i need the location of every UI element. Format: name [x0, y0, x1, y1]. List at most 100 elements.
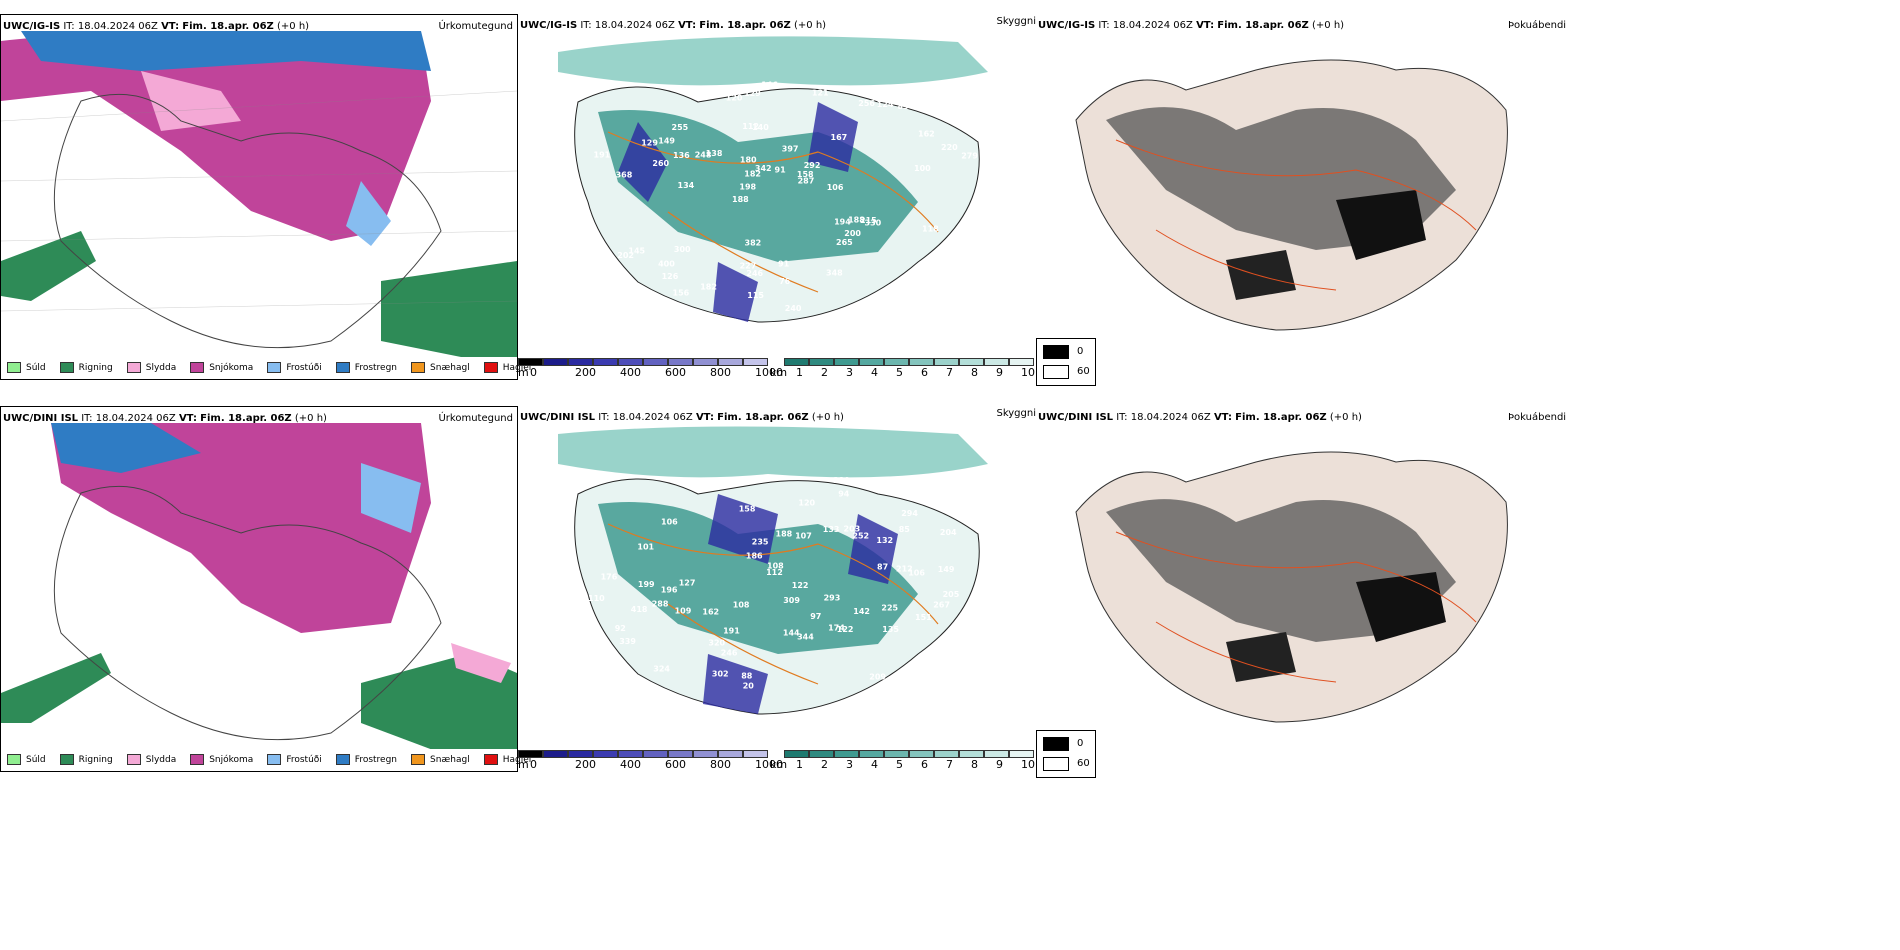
visibility-colorbar-cell [959, 358, 984, 366]
visibility-colorbar-cell [784, 750, 809, 758]
ceiling-colorbar-cell [668, 358, 693, 366]
ceiling-value-label: 209 [869, 673, 886, 682]
ceiling-value-label: 135 [882, 625, 899, 634]
ceiling-value-label: 418 [631, 605, 648, 614]
ceiling-value-label: 330 [865, 219, 882, 228]
ceiling-value-label: 118 [922, 224, 939, 233]
ceiling-tick: 400 [620, 366, 641, 379]
fog-panel-title: UWC/DINI ISL IT: 18.04.2024 06Z VT: Fim.… [1038, 412, 1362, 423]
ceiling-value-label: 344 [797, 632, 814, 641]
ceiling-colorbar-cell [743, 358, 768, 366]
legend-item-frostudi: Frostúði [267, 754, 322, 765]
ceiling-value-label: 382 [745, 238, 762, 247]
ceiling-value-label: 200 [844, 229, 861, 238]
ceiling-value-label: 248 [930, 266, 947, 275]
visibility-tick: 4 [871, 758, 878, 771]
ceiling-value-label: 294 [901, 509, 918, 518]
legend-item-hagle: Haglél [483, 362, 531, 373]
ceiling-tick: 0 [530, 366, 537, 379]
visibility-tick: 7 [946, 758, 953, 771]
ceiling-value-label: 191 [594, 150, 611, 159]
ceiling-tick: 200 [575, 366, 596, 379]
legend-item-frostregn: Frostregn [335, 754, 397, 765]
ceiling-colorbar [518, 358, 768, 366]
legend-item-slydda: Slydda [126, 362, 176, 373]
visibility-colorbar-cell [909, 750, 934, 758]
ceiling-value-label: 260 [652, 159, 669, 168]
precip-panel-title: UWC/DINI ISL IT: 18.04.2024 06Z VT: Fim.… [3, 413, 327, 424]
ceiling-colorbar-cell [618, 750, 643, 758]
ceiling-value-label: 158 [797, 170, 814, 179]
visibility-panel-top: UWC/IG-IS IT: 18.04.2024 06Z VT: Fim. 18… [518, 14, 1038, 380]
ceiling-colorbar-cell [568, 358, 593, 366]
ceiling-value-label: 174 [828, 623, 845, 632]
ceiling-value-label: 265 [836, 238, 853, 247]
visibility-tick: 9 [996, 758, 1003, 771]
visibility-tick: 3 [846, 758, 853, 771]
ceiling-value-label: 188 [848, 216, 865, 225]
ceiling-value-label: 108 [767, 562, 784, 571]
ceiling-value-label: 191 [723, 626, 740, 635]
ceiling-colorbar-cell [693, 750, 718, 758]
ceiling-colorbar [518, 750, 768, 758]
fog-panel-title: UWC/IG-IS IT: 18.04.2024 06Z VT: Fim. 18… [1038, 20, 1345, 31]
ceiling-value-label: 108 [733, 600, 750, 609]
visibility-tick: 10 [1021, 758, 1035, 771]
ceiling-value-label: 109 [675, 607, 692, 616]
precip-type-panel-top: UWC/IG-IS IT: 18.04.2024 06Z VT: Fim. 18… [0, 14, 531, 380]
ceiling-colorbar-cell [618, 358, 643, 366]
ceiling-value-label: 112 [766, 568, 783, 577]
ceiling-colorbar-cell [518, 358, 543, 366]
visibility-tick: 8 [971, 758, 978, 771]
ceiling-value-label: 106 [827, 183, 844, 192]
ceiling-colorbar-cell [643, 358, 668, 366]
ceiling-value-label: 146 [761, 81, 778, 90]
ceiling-value-label: 182 [700, 283, 717, 292]
ceiling-value-label: 215 [860, 216, 877, 225]
visibility-unit: km [770, 758, 788, 771]
ceiling-tick: 800 [710, 366, 731, 379]
ceiling-value-label: 204 [940, 528, 957, 537]
ceiling-value-label: 76 [779, 277, 791, 286]
visibility-label: Skyggni [996, 408, 1036, 419]
ceiling-ticks: 0 200 400 600 800 1000 [518, 366, 783, 380]
visibility-panel-bottom: UWC/DINI ISL IT: 18.04.2024 06Z VT: Fim.… [518, 406, 1038, 772]
ceiling-value-label: 167 [831, 133, 848, 142]
legend-item-sudl: Súld [7, 754, 46, 765]
visibility-tick: 5 [896, 758, 903, 771]
ceiling-value-label: 156 [673, 289, 690, 298]
ceiling-colorbar-cell [718, 750, 743, 758]
ceiling-value-label: 132 [876, 536, 893, 545]
visibility-tick: 2 [821, 758, 828, 771]
ceiling-value-label: 110 [588, 594, 605, 603]
ceiling-value-label: 129 [744, 89, 761, 98]
ceiling-colorbar-cell [693, 358, 718, 366]
ceiling-colorbar-cell [568, 750, 593, 758]
visibility-tick: 8 [971, 366, 978, 379]
ceiling-value-label: 138 [706, 149, 723, 158]
visibility-colorbar-cell [809, 358, 834, 366]
legend-item-rigning: Rigning [59, 362, 113, 373]
ceiling-value-label: 368 [616, 171, 633, 180]
legend-item-snaehagl: Snæhagl [411, 362, 470, 373]
ceiling-value-label: 121 [812, 88, 829, 97]
ceiling-value-label: 246 [721, 648, 738, 657]
ceiling-value-label: 198 [739, 183, 756, 192]
ceiling-value-label: 151 [915, 613, 932, 622]
ceiling-value-label: 309 [783, 596, 800, 605]
visibility-ticks: 1 2 3 4 5 6 7 8 9 10 [784, 758, 1044, 772]
ceiling-value-label: 320 [708, 639, 725, 648]
ceiling-value-label: 100 [914, 164, 931, 173]
ceiling-value-label: 115 [747, 291, 764, 300]
legend-item-sudl: Súld [7, 362, 46, 373]
precip-type-label: Úrkomutegund [438, 413, 513, 424]
ceiling-labels: 368 188 167 112 397 145 138 126 140 292 330 129 194 2… [594, 81, 982, 314]
visibility-colorbar-cell [834, 358, 859, 366]
visibility-colorbar-cell [934, 750, 959, 758]
ceiling-tick: 1000 [755, 366, 783, 379]
ceiling-value-label: 252 [852, 532, 869, 541]
ceiling-value-label: 127 [679, 579, 696, 588]
ceiling-colorbar-cell [743, 750, 768, 758]
ceiling-value-label: 267 [933, 600, 950, 609]
ceiling-tick: 1000 [755, 758, 783, 771]
